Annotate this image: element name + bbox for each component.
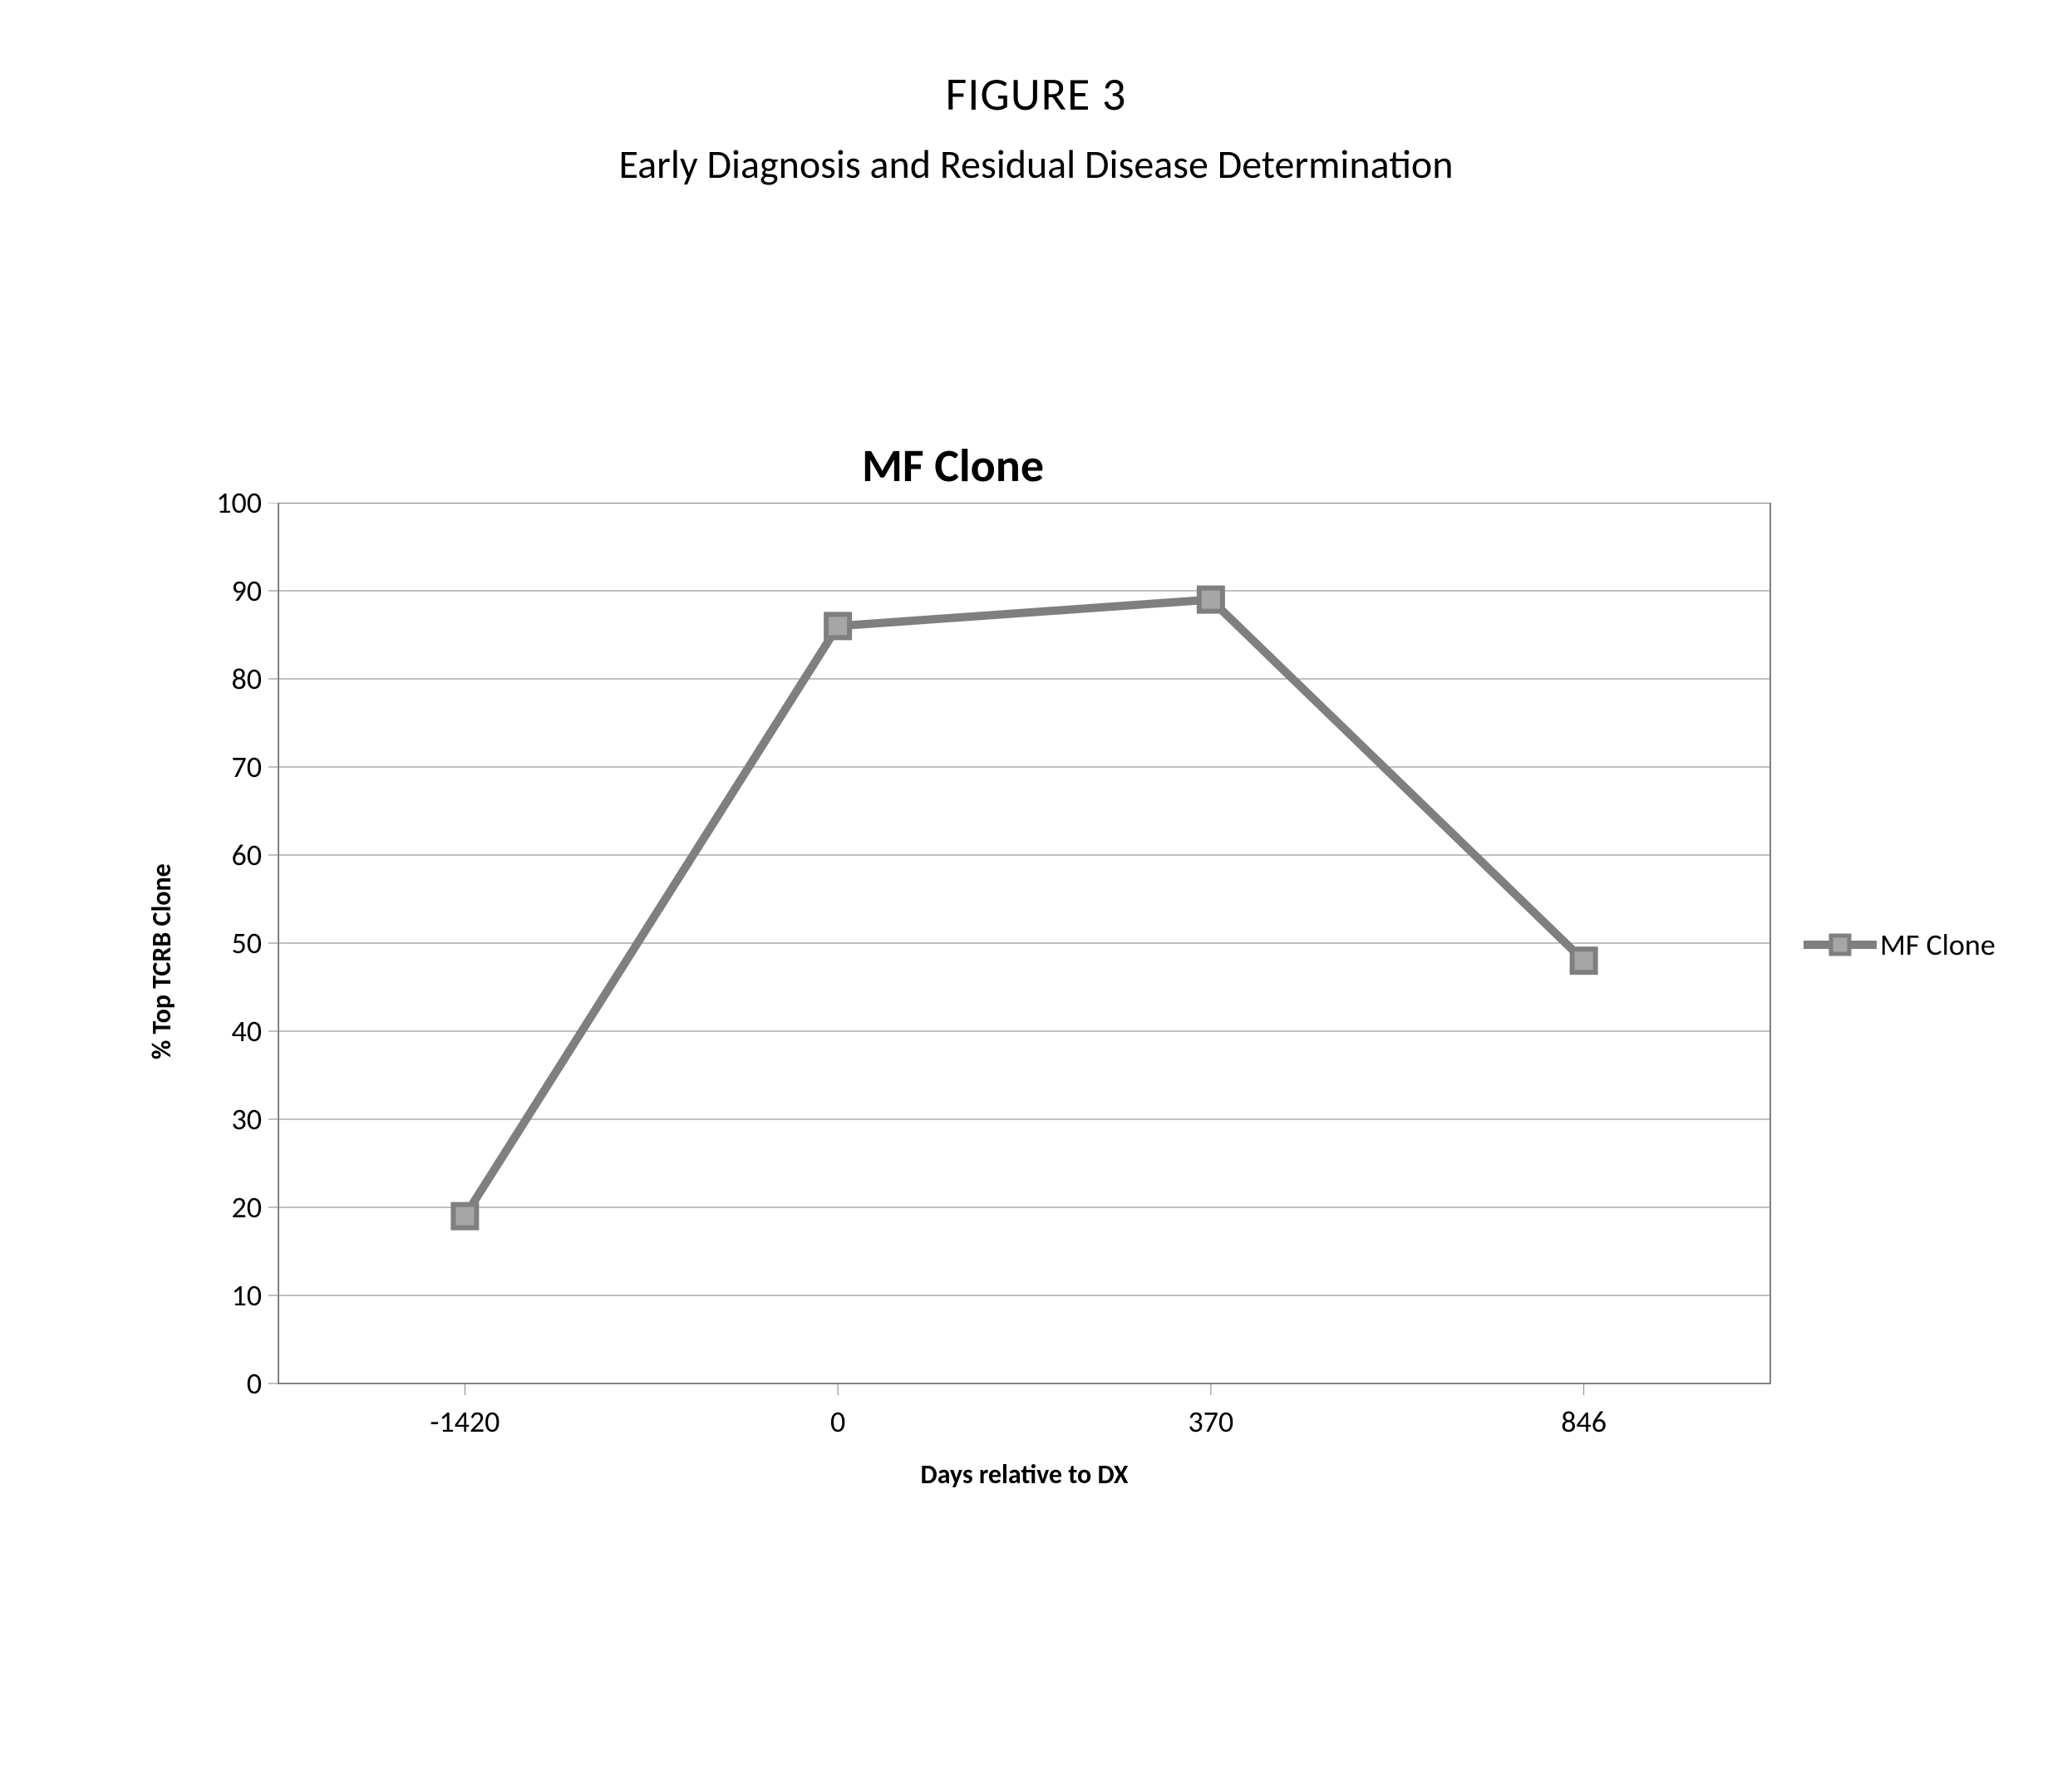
y-tick-label: 70 [195, 749, 262, 785]
x-tick-label: 846 [1501, 1403, 1667, 1440]
y-tick-label: 80 [195, 661, 262, 697]
figure-subtitle: Early Diagnosis and Residual Disease Det… [0, 140, 2072, 189]
y-axis-title: % Top TCRB Clone [145, 863, 178, 1059]
y-tick-label: 100 [195, 484, 262, 521]
y-tick-label: 0 [195, 1365, 262, 1402]
legend: MF Clone [1804, 926, 1996, 963]
y-tick-label: 10 [195, 1277, 262, 1314]
y-tick-label: 30 [195, 1101, 262, 1138]
x-tick-label: 370 [1128, 1403, 1294, 1440]
x-axis-title: Days relative to DX [875, 1458, 1174, 1491]
x-tick-label: -1420 [381, 1403, 548, 1440]
chart-block: % Top TCRB Clone Days relative to DX MF … [116, 503, 2072, 1504]
legend-swatch-icon [1804, 932, 1877, 957]
y-tick-label: 40 [195, 1013, 262, 1049]
y-tick-label: 60 [195, 837, 262, 873]
y-tick-label: 50 [195, 925, 262, 961]
x-tick-label: 0 [755, 1403, 921, 1440]
chart-svg [116, 503, 1779, 1500]
y-tick-label: 90 [195, 573, 262, 609]
chart-title: MF Clone [0, 438, 2072, 494]
figure-title: FIGURE 3 [0, 66, 2072, 123]
y-tick-label: 20 [195, 1189, 262, 1226]
legend-label: MF Clone [1880, 926, 1996, 963]
page: FIGURE 3 Early Diagnosis and Residual Di… [0, 0, 2072, 1784]
